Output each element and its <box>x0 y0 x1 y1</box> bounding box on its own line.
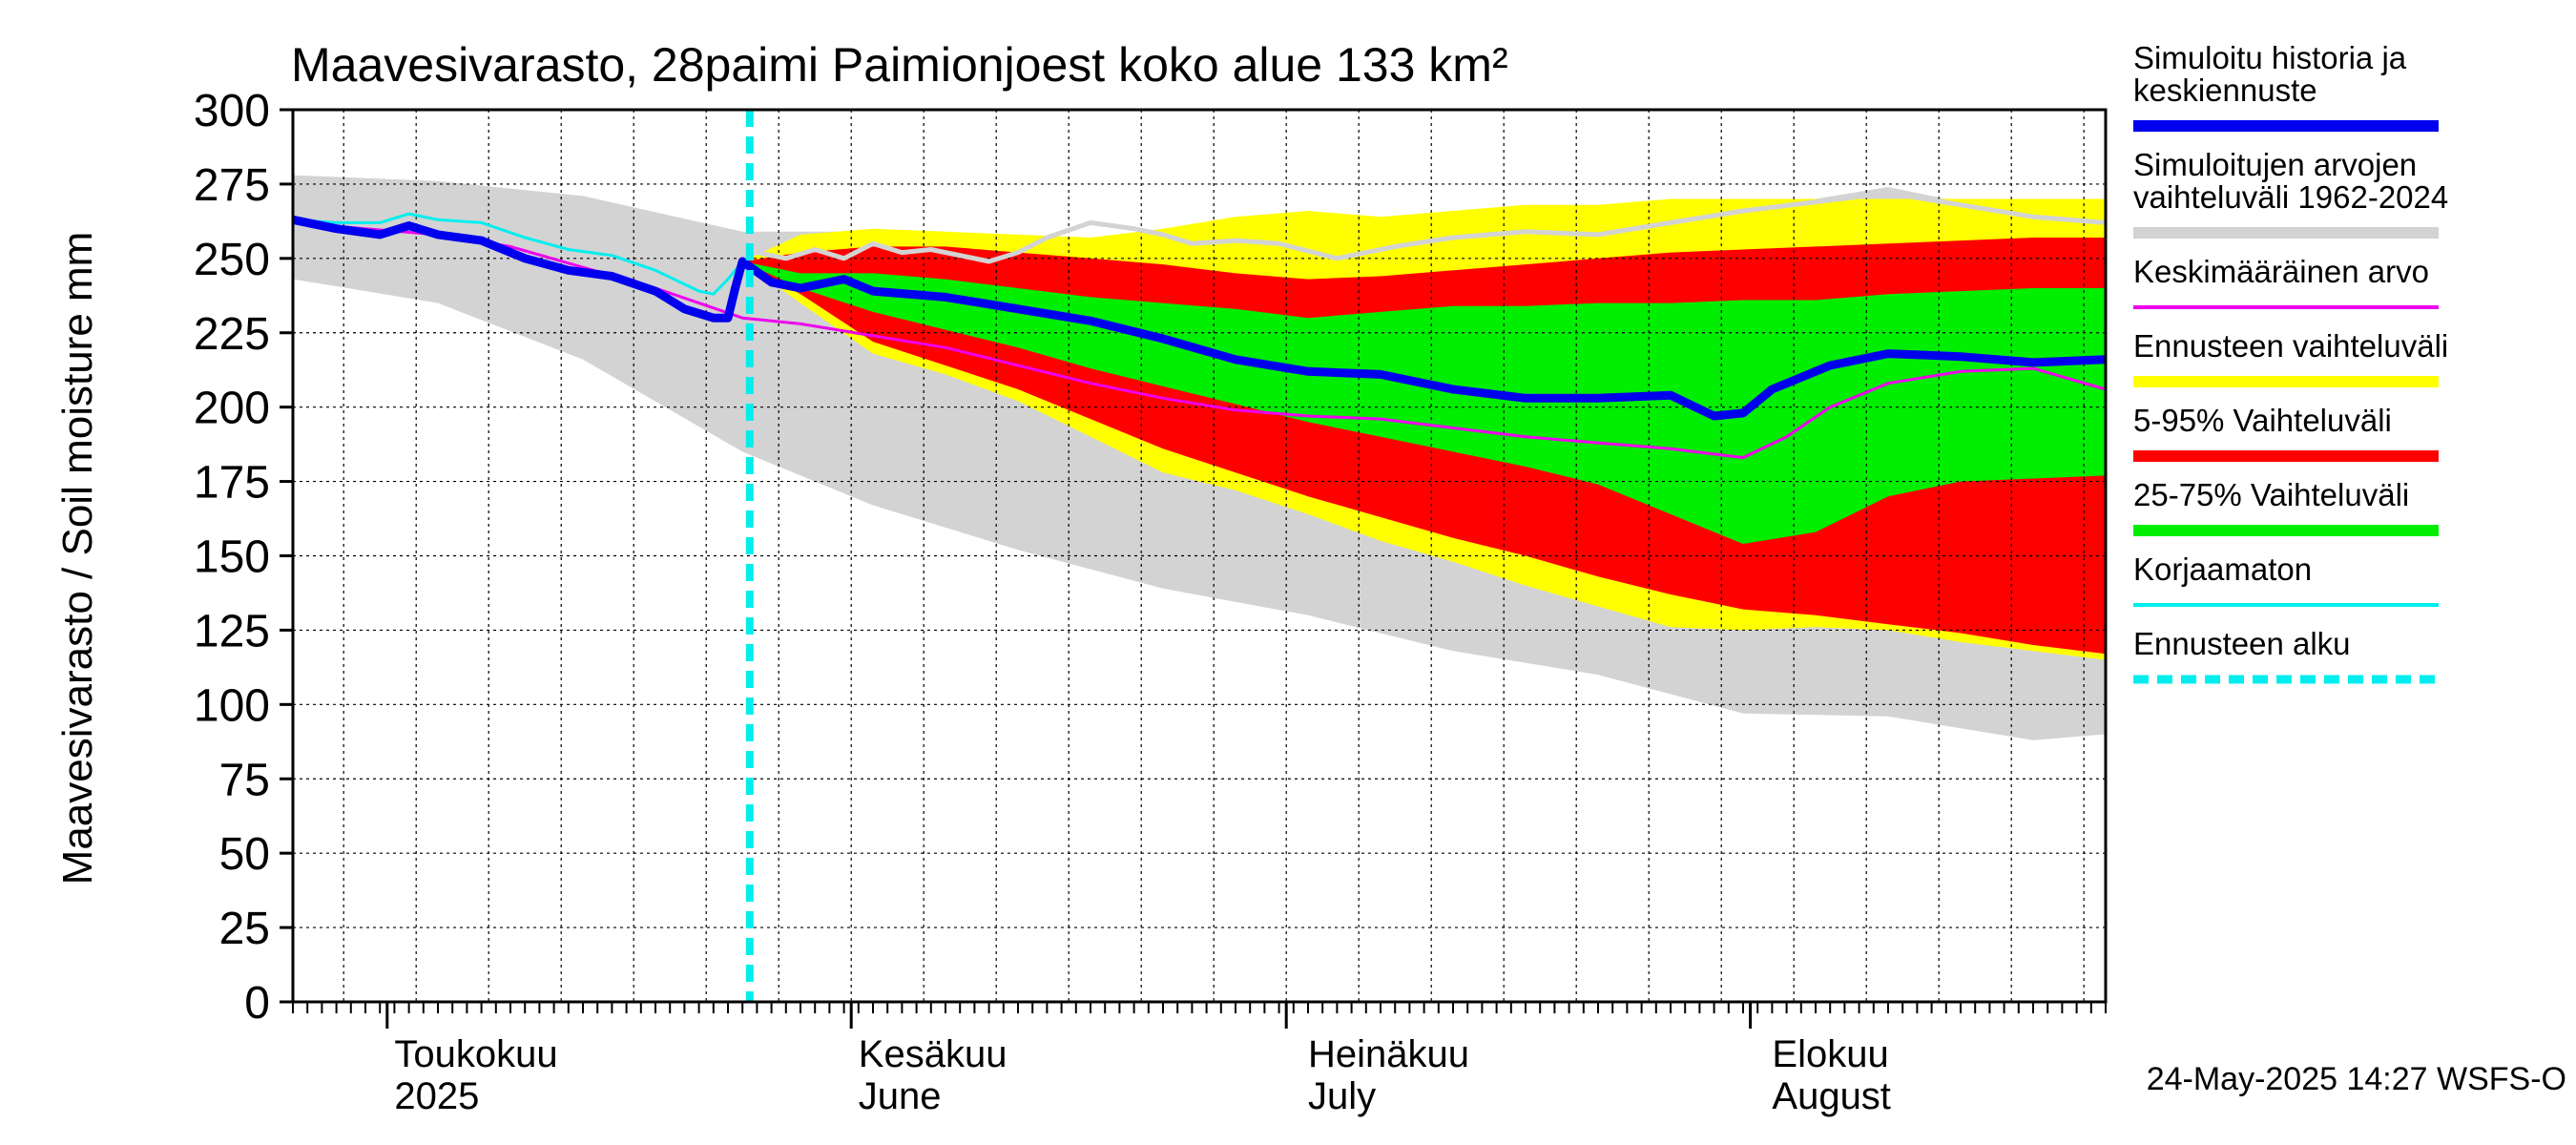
x-month-label: Elokuu <box>1772 1033 1888 1075</box>
y-tick-label: 125 <box>194 606 270 656</box>
legend-label: Simuloitujen arvojen <box>2133 147 2417 182</box>
series-line-3 <box>292 215 2107 421</box>
legend-label: Keskimääräinen arvo <box>2133 254 2429 289</box>
timestamp-footer: 24-May-2025 14:27 WSFS-O <box>2147 1061 2566 1097</box>
legend-label: 5-95% Vaihteluväli <box>2133 403 2392 438</box>
y-tick-label: 100 <box>194 680 270 731</box>
y-tick-label: 175 <box>194 458 270 509</box>
legend-label: vaihteluväli 1962-2024 <box>2133 179 2448 215</box>
y-tick-label: 250 <box>194 235 270 285</box>
x-month-label-sub: June <box>859 1075 942 1117</box>
y-tick-label: 50 <box>219 829 270 880</box>
x-month-label-sub: August <box>1772 1075 1891 1117</box>
legend-label: 25-75% Vaihteluväli <box>2133 477 2409 512</box>
legend-label: Simuloitu historia ja <box>2133 40 2407 75</box>
x-month-label-sub: July <box>1308 1075 1376 1117</box>
x-month-label: Toukokuu <box>394 1033 557 1075</box>
band-3 <box>742 261 2107 544</box>
series-lines <box>292 190 2107 460</box>
chart-title: Maavesivarasto, 28paimi Paimionjoest kok… <box>291 38 1508 92</box>
series-line-0 <box>756 190 2107 264</box>
range-bands <box>293 175 2107 740</box>
y-tick-label: 25 <box>219 904 270 954</box>
x-month-label-sub: 2025 <box>394 1075 479 1117</box>
x-month-label: Kesäkuu <box>859 1033 1008 1075</box>
y-axis-label: Maavesivarasto / Soil moisture mm <box>54 232 101 885</box>
gridlines <box>293 110 2106 1002</box>
y-tick-label: 150 <box>194 532 270 583</box>
y-tick-label: 275 <box>194 160 270 211</box>
y-tick-label: 300 <box>194 86 270 136</box>
legend-label: keskiennuste <box>2133 73 2317 108</box>
series-line-1 <box>292 212 744 296</box>
x-month-label: Heinäkuu <box>1308 1033 1469 1075</box>
y-tick-label: 75 <box>219 755 270 805</box>
y-tick-label: 200 <box>194 384 270 434</box>
legend-label: Ennusteen alku <box>2133 626 2351 661</box>
y-tick-label: 0 <box>244 978 270 1029</box>
y-tick-label: 225 <box>194 309 270 360</box>
axes: 0 25 50 75 100 125 150 175 200 225 250 275 300 Toukok… <box>194 86 2107 1117</box>
legend-label: Korjaamaton <box>2133 552 2312 587</box>
legend-label: Ennusteen vaihteluväli <box>2133 328 2448 364</box>
